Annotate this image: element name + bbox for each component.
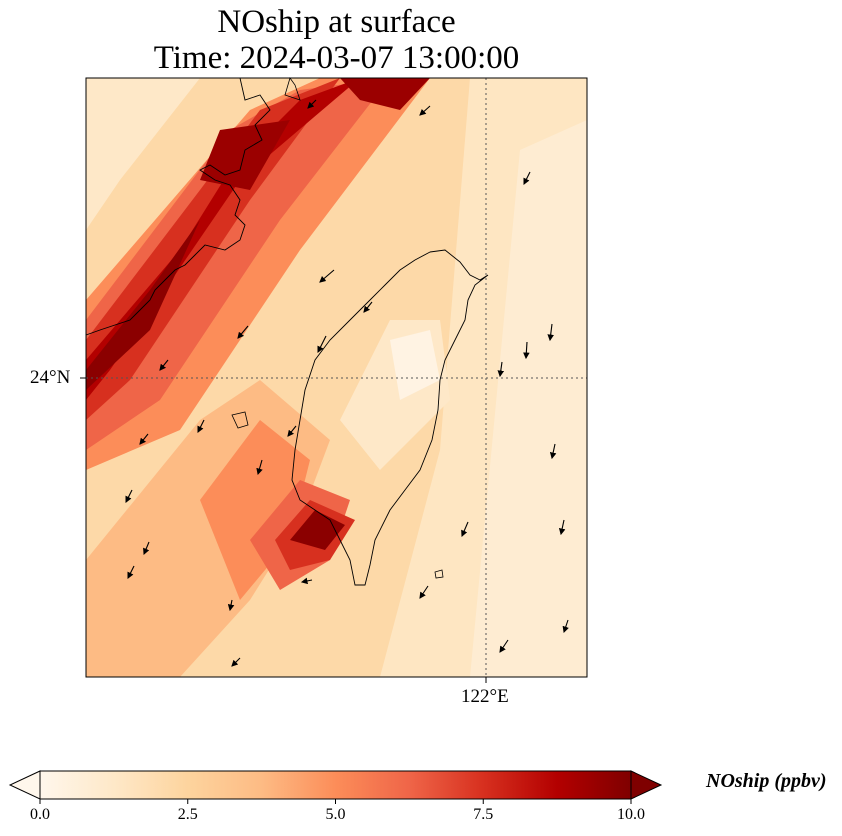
map-title: NOship at surface: [217, 4, 456, 40]
colorbar-tick-label: 0.0: [30, 806, 50, 823]
coastline-penghu: [231, 411, 249, 429]
coastline-taiwan: [291, 249, 489, 586]
map-time: Time: 2024-03-07 13:00:00: [153, 40, 520, 76]
coastline-islet: [284, 77, 301, 101]
concentration-field: [86, 78, 587, 677]
lat-tick-label: 24°N: [30, 367, 71, 388]
colorbar-label: NOship (ppbv): [706, 770, 827, 792]
coastline-mainland: [85, 77, 271, 336]
lon-tick-label: 122°E: [461, 686, 509, 707]
coastline-islet: [434, 569, 444, 579]
colorbar-tick-label: 10.0: [617, 806, 645, 823]
colorbar-bar: [39, 770, 632, 800]
colorbar-tick-label: 2.5: [177, 806, 198, 823]
colorbar-extend-max: [630, 770, 663, 800]
wind-vectors: [125, 99, 569, 667]
colorbar-tick-label: 5.0: [325, 806, 346, 823]
colorbar-extend-min: [8, 770, 41, 800]
colorbar-tick-label: 7.5: [473, 806, 494, 823]
